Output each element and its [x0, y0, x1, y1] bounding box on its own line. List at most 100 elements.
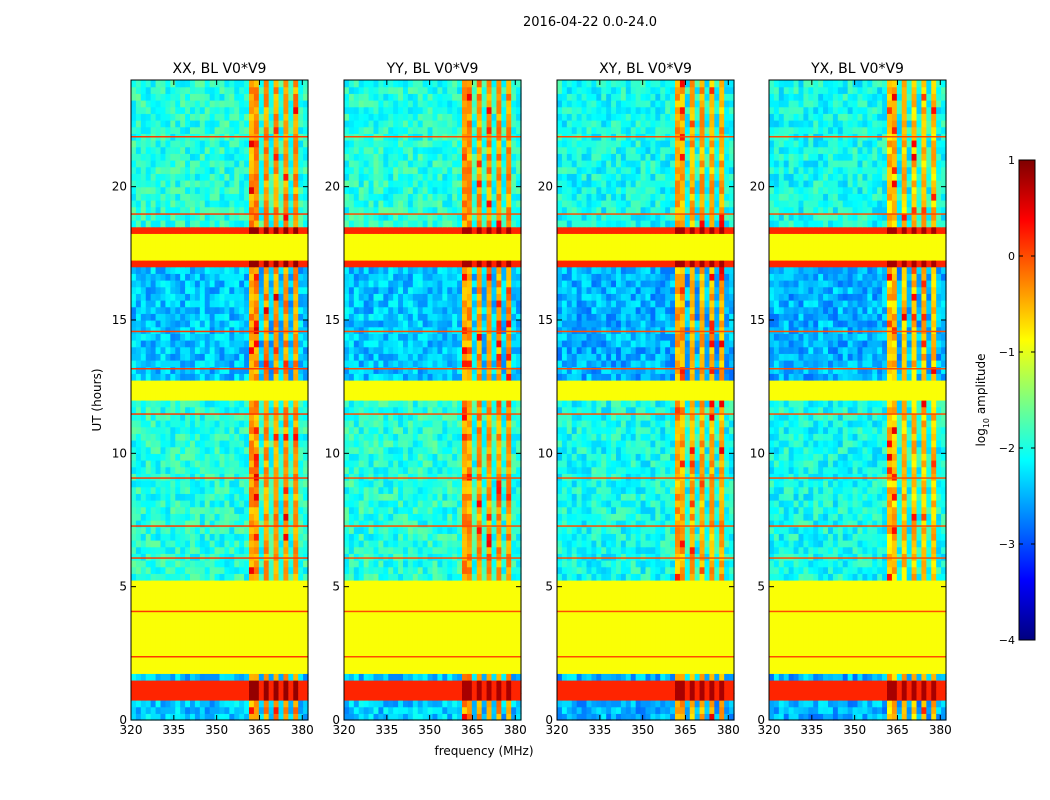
- heatmap-cell: [190, 186, 196, 194]
- heatmap-cell: [165, 326, 171, 334]
- heatmap-cell: [150, 80, 157, 88]
- heatmap-cell: [358, 513, 365, 521]
- heatmap-cell: [170, 186, 176, 194]
- heatmap-cell: [486, 646, 493, 654]
- heatmap-cell: [388, 646, 394, 654]
- heatmap-cell: [283, 406, 289, 414]
- heatmap-cell: [412, 640, 419, 648]
- heatmap-cell: [501, 500, 507, 508]
- heatmap-cell: [273, 620, 280, 628]
- heatmap-cell: [155, 440, 162, 448]
- heatmap-cell: [175, 273, 181, 281]
- heatmap-cell: [298, 533, 304, 541]
- heatmap-cell: [273, 206, 280, 214]
- heatmap-cell: [298, 400, 304, 408]
- heatmap-cell: [150, 626, 157, 634]
- heatmap-cell: [278, 360, 285, 368]
- heatmap-cell: [219, 473, 226, 481]
- heatmap-cell: [224, 520, 230, 528]
- heatmap-cell: [457, 620, 463, 628]
- heatmap-cell: [258, 213, 265, 221]
- heatmap-cell: [224, 540, 230, 548]
- heatmap-cell: [288, 420, 294, 428]
- heatmap-cell: [155, 620, 162, 628]
- heatmap-cell: [283, 226, 289, 234]
- heatmap-cell: [298, 346, 304, 354]
- heatmap-cell: [344, 453, 350, 461]
- heatmap-cell: [268, 180, 275, 188]
- heatmap-cell: [407, 626, 414, 634]
- heatmap-cell: [190, 526, 196, 534]
- heatmap-cell: [160, 246, 167, 254]
- heatmap-cell: [249, 686, 255, 694]
- heatmap-cell: [229, 473, 235, 481]
- heatmap-cell: [427, 533, 434, 541]
- heatmap-cell: [234, 593, 240, 601]
- heatmap-cell: [244, 646, 250, 654]
- heatmap-cell: [175, 453, 181, 461]
- x-axis-label: frequency (MHz): [434, 744, 533, 758]
- heatmap-cell: [140, 433, 147, 441]
- heatmap-cell: [209, 293, 216, 301]
- heatmap-cell: [234, 420, 240, 428]
- heatmap-cell: [258, 506, 265, 514]
- heatmap-cell: [303, 146, 309, 154]
- heatmap-cell: [263, 280, 270, 288]
- heatmap-cell: [278, 706, 285, 714]
- heatmap-cell: [234, 586, 240, 594]
- heatmap-cell: [199, 520, 206, 528]
- heatmap-cell: [155, 273, 162, 281]
- heatmap-cell: [175, 113, 181, 121]
- heatmap-cell: [180, 300, 186, 308]
- heatmap-cell: [190, 426, 196, 434]
- heatmap-cell: [204, 380, 211, 388]
- heatmap-cell: [204, 566, 211, 574]
- heatmap-cell: [378, 460, 384, 468]
- heatmap-cell: [258, 580, 265, 588]
- heatmap-cell: [244, 580, 250, 588]
- heatmap-cell: [214, 600, 221, 608]
- heatmap-cell: [348, 606, 355, 614]
- heatmap-cell: [288, 533, 294, 541]
- heatmap-cell: [348, 620, 355, 628]
- heatmap-cell: [140, 553, 147, 561]
- heatmap-cell: [160, 260, 167, 268]
- heatmap-cell: [160, 233, 167, 241]
- heatmap-cell: [378, 446, 384, 454]
- heatmap-cell: [273, 140, 280, 148]
- heatmap-cell: [165, 680, 171, 688]
- heatmap-cell: [224, 266, 230, 274]
- rfi-streak: [131, 610, 308, 613]
- heatmap-cell: [273, 240, 280, 248]
- heatmap-cell: [180, 260, 186, 268]
- heatmap-cell: [457, 480, 463, 488]
- heatmap-cell: [145, 480, 152, 488]
- heatmap-cell: [486, 526, 493, 534]
- heatmap-cell: [180, 446, 186, 454]
- heatmap-cell: [180, 493, 186, 501]
- heatmap-cell: [273, 120, 280, 128]
- heatmap-cell: [511, 713, 517, 721]
- heatmap-cell: [170, 366, 176, 374]
- heatmap-cell: [378, 493, 384, 501]
- heatmap-cell: [303, 180, 309, 188]
- heatmap-cell: [383, 546, 389, 554]
- heatmap-cell: [180, 80, 186, 88]
- heatmap-cell: [253, 333, 260, 341]
- heatmap-cell: [393, 713, 399, 721]
- heatmap-cell: [417, 440, 424, 448]
- heatmap-cell: [398, 526, 404, 534]
- heatmap-cell: [422, 533, 429, 541]
- heatmap-cell: [239, 346, 245, 354]
- heatmap-cell: [209, 126, 216, 134]
- heatmap-cell: [373, 446, 380, 454]
- heatmap-cell: [199, 660, 206, 668]
- heatmap-cell: [303, 460, 309, 468]
- heatmap-cell: [273, 453, 280, 461]
- heatmap-cell: [412, 700, 419, 708]
- heatmap-cell: [244, 533, 250, 541]
- heatmap-cell: [140, 640, 147, 648]
- heatmap-cell: [466, 506, 473, 514]
- heatmap-cell: [476, 586, 483, 594]
- heatmap-cell: [194, 240, 201, 248]
